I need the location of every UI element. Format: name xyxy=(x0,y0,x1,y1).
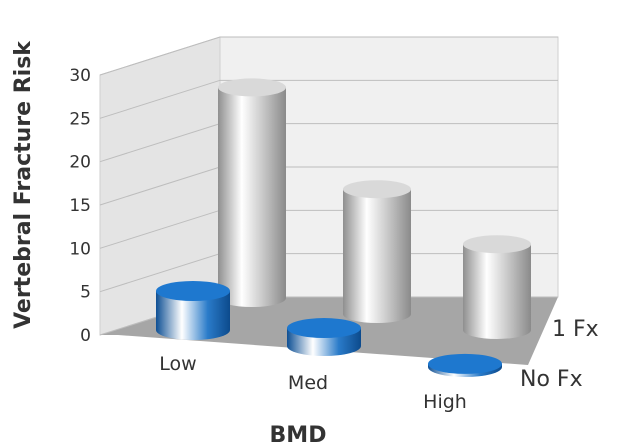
bar-body xyxy=(218,87,286,308)
bar-no-fx-low xyxy=(156,281,230,340)
bar-1-fx-low xyxy=(218,78,286,308)
gridline xyxy=(99,36,558,76)
series-label-1-fx: 1 Fx xyxy=(552,317,599,342)
bar-no-fx-med xyxy=(287,318,361,356)
category-label-high: High xyxy=(423,391,467,413)
bar-top xyxy=(287,318,361,339)
bar-body xyxy=(343,189,411,323)
bar-body xyxy=(156,291,230,340)
y-tick-label: 30 xyxy=(69,66,91,86)
bar-top xyxy=(218,78,286,97)
bar-top xyxy=(463,235,531,254)
bar-top xyxy=(343,180,411,199)
bar-1-fx-med xyxy=(343,180,411,323)
y-tick-label: 20 xyxy=(69,153,91,173)
bars xyxy=(156,78,531,377)
bar-top xyxy=(428,353,502,374)
category-labels: Low Med High xyxy=(159,353,467,413)
gridline xyxy=(99,79,558,119)
bar-1-fx-high xyxy=(463,235,531,339)
x-axis-title: BMD xyxy=(270,423,327,448)
y-tick-label: 0 xyxy=(80,326,91,346)
series-label-no-fx: No Fx xyxy=(520,367,583,392)
y-tick-label: 25 xyxy=(69,109,91,129)
y-tick-label: 15 xyxy=(69,196,91,216)
bar-body xyxy=(463,244,531,339)
category-label-med: Med xyxy=(288,372,328,394)
bar-top xyxy=(156,281,230,301)
series-labels: 1 Fx No Fx xyxy=(520,317,599,392)
y-axis-ticks: 0 5 10 15 20 25 30 xyxy=(69,66,91,346)
category-label-low: Low xyxy=(159,353,196,375)
y-axis-title: Vertebral Fracture Risk xyxy=(11,40,36,329)
y-tick-label: 5 xyxy=(80,283,91,303)
bar-no-fx-high xyxy=(428,353,502,377)
y-tick-label: 10 xyxy=(69,239,91,259)
